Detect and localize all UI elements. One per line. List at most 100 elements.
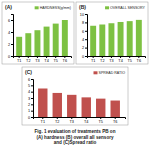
bar — [108, 23, 114, 56]
tick-label: T1 — [17, 59, 21, 63]
legend-label: SPREAD RATIO — [99, 71, 126, 75]
tick-mark — [31, 111, 33, 112]
tick-label: T1 — [41, 120, 45, 124]
bar — [127, 21, 133, 56]
x-tick: T6 — [137, 56, 141, 63]
tick-label: T3 — [70, 120, 74, 124]
panel-title: (A) — [5, 4, 12, 10]
y-tick: 6 — [28, 78, 33, 82]
x-tick: T2 — [100, 56, 104, 63]
axis-line — [31, 80, 34, 118]
tick-label: T5 — [127, 59, 131, 63]
tick-mark — [11, 32, 13, 33]
y-axis: 0 2 4 6 — [8, 15, 14, 59]
x-tick: T5 — [53, 56, 57, 63]
tick-label: 1 — [28, 109, 30, 113]
panel-title: (C) — [25, 69, 32, 75]
y-tick: 2 — [8, 43, 13, 47]
tick-mark — [11, 44, 13, 45]
x-axis: T1T2T3T4T5T6 — [88, 56, 146, 63]
tick-mark — [64, 56, 65, 58]
tick-label: 10 — [80, 13, 84, 17]
y-tick: 10 — [80, 13, 87, 17]
tick-label: T1 — [91, 59, 95, 63]
bar — [111, 101, 120, 117]
bar — [34, 30, 40, 56]
y-tick: 0 — [82, 55, 87, 59]
tick-label: 6 — [28, 78, 30, 82]
caption: and (C)Spread ratio — [54, 140, 97, 145]
tick-mark — [31, 85, 33, 86]
bars — [16, 20, 68, 56]
y-tick: 8 — [82, 21, 87, 25]
tick-label: T2 — [55, 120, 59, 124]
y-tick: 2 — [82, 46, 87, 50]
bar — [44, 27, 50, 56]
tick-mark — [111, 56, 112, 58]
y-tick: 5 — [28, 84, 33, 88]
x-tick: T4 — [84, 117, 88, 124]
legend-label: HARDNESS(g/mm) — [40, 6, 71, 10]
caption: Fig. 1 evaluation of treatments PB on — [35, 129, 116, 134]
x-tick: T4 — [44, 56, 48, 63]
tick-mark — [85, 31, 87, 32]
tick-mark — [115, 117, 116, 119]
tick-mark — [37, 56, 38, 58]
x-tick: T6 — [113, 117, 117, 124]
plot: 0246T1T2T3T4T5T6 — [8, 15, 72, 63]
legend-label: OVERALL SENSORY — [110, 6, 146, 10]
tick-mark — [85, 48, 87, 49]
y-tick: 0 — [28, 116, 33, 120]
y-tick: 4 — [82, 38, 87, 42]
tick-mark — [55, 56, 56, 58]
figure: (A)HARDNESS(g/mm)0246T1T2T3T4T5T6(B)OVER… — [0, 0, 150, 150]
tick-label: 6 — [82, 30, 84, 34]
tick-mark — [57, 117, 58, 119]
tick-label: 0 — [8, 55, 10, 59]
tick-label: T6 — [137, 59, 141, 63]
y-tick: 0 — [8, 55, 13, 59]
caption: (A) hardness (B) overall all sensory — [36, 135, 114, 140]
tick-mark — [28, 56, 29, 58]
panel-frame — [2, 2, 74, 64]
y-tick: 4 — [28, 90, 33, 94]
tick-label: 4 — [8, 31, 10, 35]
tick-mark — [93, 56, 94, 58]
y-tick: 3 — [28, 97, 33, 101]
x-axis: T1T2T3T4T5T6 — [14, 56, 72, 63]
panel: (B)OVERALL SENSORY0246810T1T2T3T4T5T6 — [76, 2, 148, 64]
tick-mark — [42, 117, 43, 119]
bar — [90, 26, 96, 56]
tick-label: T5 — [53, 59, 57, 63]
panel: (C)SPREAD RATIO0123456T1T2T3T4T5T6 — [22, 67, 128, 125]
legend-swatch — [94, 71, 98, 74]
tick-label: T6 — [113, 120, 117, 124]
tick-mark — [138, 56, 139, 58]
panel: (A)HARDNESS(g/mm)0246T1T2T3T4T5T6 — [2, 2, 74, 64]
legend-swatch — [35, 6, 39, 9]
x-tick: T1 — [17, 56, 21, 63]
bar — [16, 37, 22, 56]
bars — [90, 20, 142, 56]
y-tick: 2 — [28, 103, 33, 107]
tick-label: 4 — [28, 90, 30, 94]
bar — [38, 89, 47, 118]
x-tick: T1 — [41, 117, 45, 124]
y-axis: 0 1 2 3 4 5 6 — [28, 78, 34, 120]
tick-mark — [85, 39, 87, 40]
tick-label: 0 — [82, 55, 84, 59]
x-tick: T2 — [55, 117, 59, 124]
tick-label: T2 — [26, 59, 30, 63]
bar — [118, 22, 124, 56]
y-tick: 1 — [28, 109, 33, 113]
tick-mark — [102, 56, 103, 58]
x-tick: T6 — [63, 56, 67, 63]
bar — [53, 93, 62, 117]
tick-label: 8 — [82, 21, 84, 25]
plot: 0246810T1T2T3T4T5T6 — [80, 13, 146, 63]
plot: 0123456T1T2T3T4T5T6 — [28, 78, 126, 124]
panel-frame — [76, 2, 148, 64]
x-tick: T5 — [127, 56, 131, 63]
tick-label: 6 — [8, 19, 10, 23]
bars — [38, 89, 120, 118]
